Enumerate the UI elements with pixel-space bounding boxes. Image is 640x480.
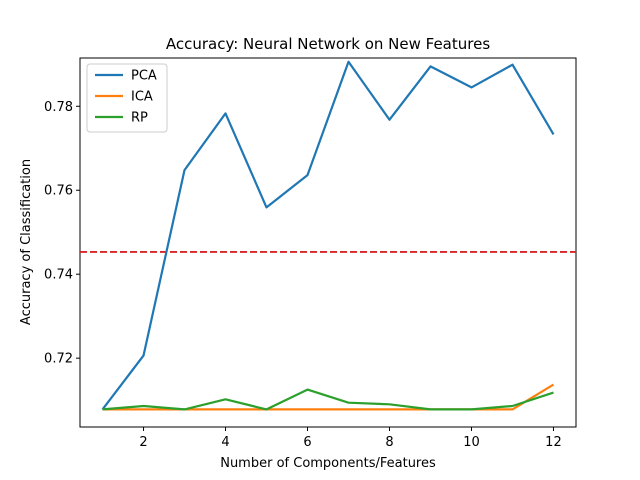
- x-tick-label: 10: [463, 435, 480, 450]
- y-axis-ticks: 0.72 0.74 0.76 0.78: [44, 100, 80, 367]
- x-tick-label: 4: [221, 435, 229, 450]
- y-tick-label: 0.78: [44, 100, 73, 115]
- x-axis-ticks: 2 4 6 8 10 12: [139, 427, 562, 450]
- plot-area-frame: [79, 57, 577, 428]
- y-axis-title: Accuracy of Classification: [19, 159, 34, 325]
- x-axis-title: Number of Components/Features: [220, 456, 436, 471]
- legend-label-pca: PCA: [131, 69, 157, 84]
- x-tick-label: 12: [545, 435, 562, 450]
- legend-label-rp: RP: [131, 111, 148, 126]
- x-tick-label: 8: [385, 435, 393, 450]
- x-tick-label: 6: [303, 435, 311, 450]
- series-line-pca: [101, 60, 555, 411]
- legend: PCA ICA RP: [86, 63, 168, 133]
- y-tick-label: 0.72: [44, 352, 73, 367]
- legend-box: [86, 63, 168, 133]
- chart-title: Accuracy: Neural Network on New Features: [166, 35, 490, 53]
- x-tick-label: 2: [139, 435, 147, 450]
- y-tick-label: 0.76: [44, 184, 73, 199]
- y-tick-label: 0.74: [44, 268, 73, 283]
- legend-label-ica: ICA: [131, 90, 153, 105]
- series-line-rp: [102, 388, 554, 411]
- series-lines: [101, 60, 555, 411]
